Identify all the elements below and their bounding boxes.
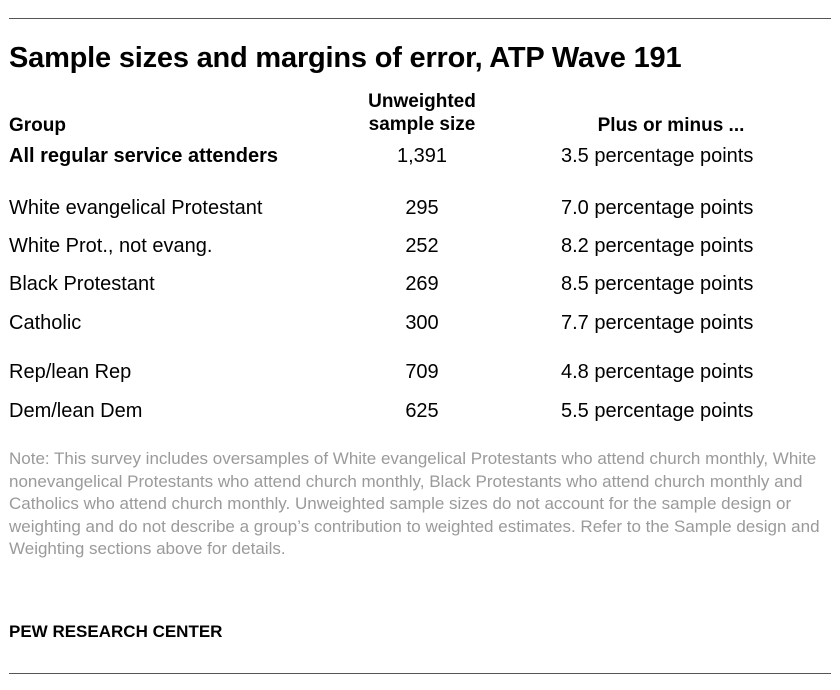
row-margin-of-error: 5.5 percentage points: [561, 400, 754, 422]
row-sample-size: 300: [405, 312, 439, 334]
table-title: Sample sizes and margins of error, ATP W…: [9, 42, 682, 74]
row-margin-of-error: 8.2 percentage points: [561, 235, 754, 257]
row-margin-of-error: 8.5 percentage points: [561, 273, 754, 295]
row-sample-size: 269: [405, 273, 439, 295]
table-row: White evangelical Protestant 295 7.0 per…: [0, 197, 840, 227]
table-row: All regular service attenders 1,391 3.5 …: [0, 145, 840, 175]
table-row: Catholic 300 7.7 percentage points: [0, 312, 840, 342]
row-margin-of-error: 3.5 percentage points: [561, 145, 754, 167]
bottom-rule: [9, 673, 831, 674]
row-sample-size: 625: [405, 400, 439, 422]
row-margin-of-error: 4.8 percentage points: [561, 361, 754, 383]
row-group: Dem/lean Dem: [9, 400, 143, 422]
header-group: Group: [9, 115, 66, 136]
row-group: Black Protestant: [9, 273, 155, 295]
row-sample-size: 295: [405, 197, 439, 219]
table-row: Rep/lean Rep 709 4.8 percentage points: [0, 361, 840, 391]
header-sample-size-line1: Unweighted: [368, 91, 476, 112]
row-sample-size: 252: [405, 235, 439, 257]
row-sample-size: 709: [405, 361, 439, 383]
row-sample-size: 1,391: [396, 145, 448, 167]
table-row: Black Protestant 269 8.5 percentage poin…: [0, 273, 840, 303]
top-rule: [9, 18, 831, 19]
table-row: Dem/lean Dem 625 5.5 percentage points: [0, 400, 840, 430]
footnote: Note: This survey includes oversamples o…: [9, 449, 820, 558]
row-group: White evangelical Protestant: [9, 197, 263, 219]
row-group: Catholic: [9, 312, 82, 334]
source-credit: PEW RESEARCH CENTER: [9, 622, 223, 641]
header-margin-of-error: Plus or minus ...: [597, 115, 745, 136]
header-sample-size-line2: sample size: [368, 114, 476, 135]
row-margin-of-error: 7.0 percentage points: [561, 197, 754, 219]
header-sample-size: Unweighted sample size: [342, 90, 502, 136]
row-group: Rep/lean Rep: [9, 361, 132, 383]
table-row: White Prot., not evang. 252 8.2 percenta…: [0, 235, 840, 265]
row-group: All regular service attenders: [9, 145, 279, 167]
row-group: White Prot., not evang.: [9, 235, 213, 257]
row-margin-of-error: 7.7 percentage points: [561, 312, 754, 334]
